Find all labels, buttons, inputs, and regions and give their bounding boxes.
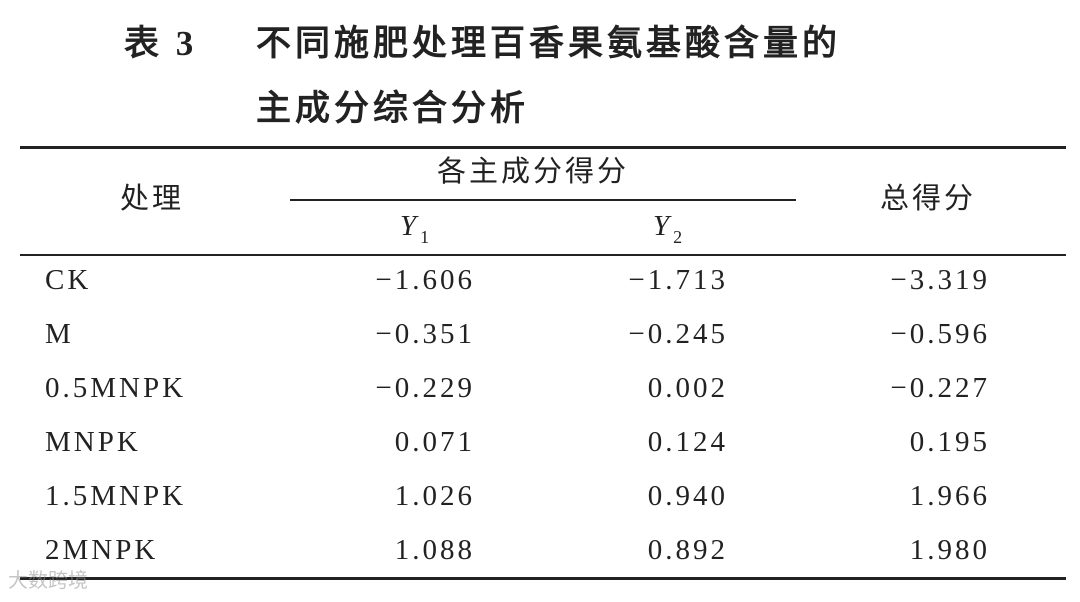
value-cell: −0.596 <box>890 318 990 350</box>
value-cell: 1.026 <box>394 480 475 512</box>
value-cell: −0.229 <box>375 372 475 404</box>
value-cell: −0.351 <box>375 318 475 350</box>
header-cell: 处理 <box>120 183 185 215</box>
value-cell: 0.195 <box>909 426 990 458</box>
subscript: 2 <box>673 227 686 247</box>
bottom-rule <box>20 577 1066 580</box>
top-rule <box>20 146 1066 149</box>
value-cell: 0.124 <box>647 426 728 458</box>
subscript: 1 <box>420 227 433 247</box>
value-cell: −3.319 <box>890 264 990 296</box>
symbol: Y <box>653 210 673 242</box>
header-cell: 总得分 <box>880 183 977 215</box>
treatment-cell: 1.5MNPK <box>45 480 187 512</box>
header-rule <box>20 254 1066 256</box>
table-title: 不同施肥处理百香果氨基酸含量的 <box>256 24 842 63</box>
value-cell: −1.713 <box>628 264 728 296</box>
table-label: 表 3 <box>124 24 198 63</box>
treatment-cell: M <box>45 318 74 350</box>
value-cell: 1.980 <box>909 534 990 566</box>
treatment-cell: CK <box>45 264 92 296</box>
value-cell: 0.002 <box>647 372 728 404</box>
symbol: Y <box>400 210 420 242</box>
header-group: 各主成分得分 <box>437 156 630 188</box>
treatment-cell: MNPK <box>45 426 141 458</box>
value-cell: 0.071 <box>394 426 475 458</box>
value-cell: −0.245 <box>628 318 728 350</box>
value-cell: −1.606 <box>375 264 475 296</box>
watermark: 大数跨境 <box>8 568 88 592</box>
header-sub: Y1 <box>400 210 433 247</box>
header-sub: Y2 <box>653 210 686 247</box>
table-title: 主成分综合分析 <box>256 89 530 128</box>
value-cell: 1.966 <box>909 480 990 512</box>
value-cell: 0.940 <box>647 480 728 512</box>
treatment-cell: 2MNPK <box>45 534 159 566</box>
group-rule <box>290 199 796 201</box>
value-cell: 0.892 <box>647 534 728 566</box>
value-cell: −0.227 <box>890 372 990 404</box>
treatment-cell: 0.5MNPK <box>45 372 187 404</box>
value-cell: 1.088 <box>394 534 475 566</box>
